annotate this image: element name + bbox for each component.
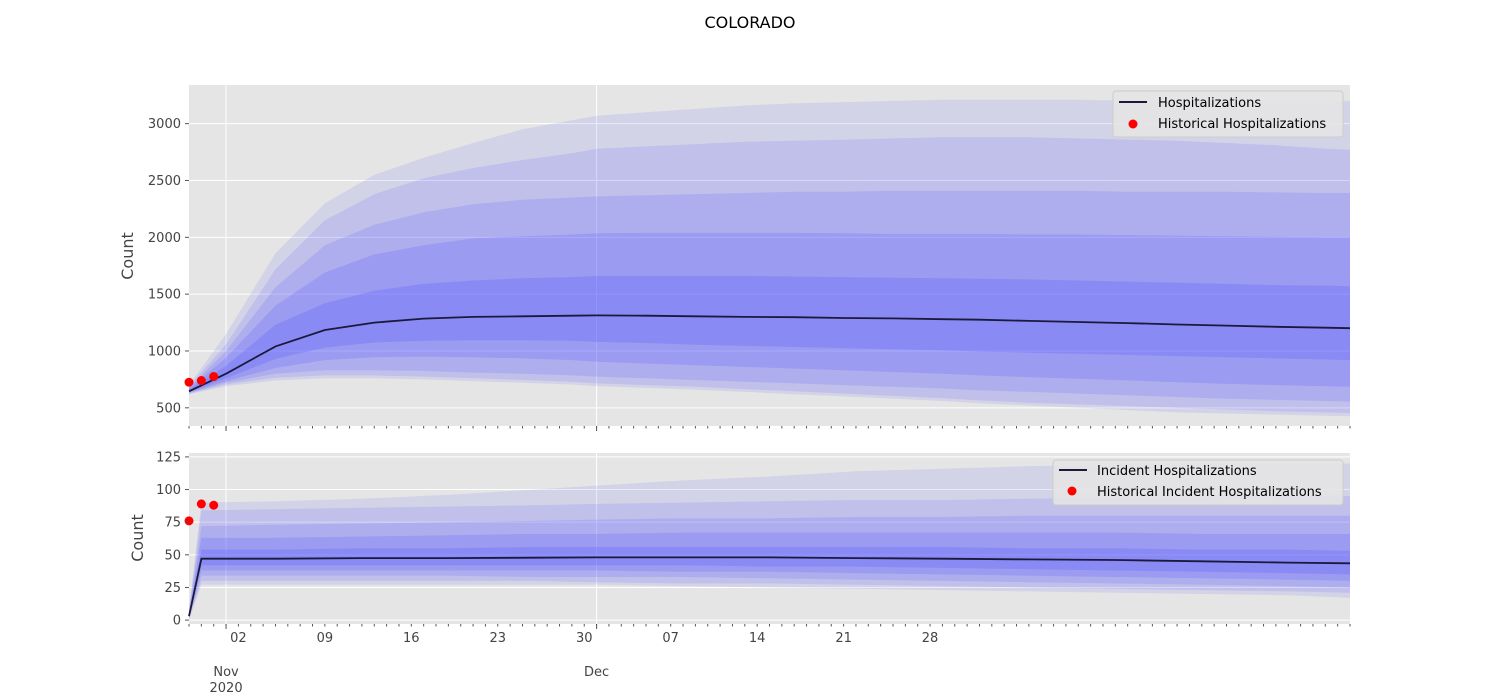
x-tick-label: 09 xyxy=(317,631,334,646)
x-tick-label: 16 xyxy=(403,631,420,646)
y-tick-label: 3000 xyxy=(148,117,181,132)
x-tick-label: 28 xyxy=(922,631,939,646)
y-tick-label: 1000 xyxy=(148,344,181,359)
x-month-label: Dec xyxy=(584,665,609,680)
median-line xyxy=(188,314,1351,393)
history-point xyxy=(184,377,194,387)
incident-hospitalizations-panel: 0 25 50 75 100 125 02 09 16 23 30 07 14 21 28 Nov 2020 De… xyxy=(128,450,1351,696)
legend-box xyxy=(1052,459,1344,506)
x-tick-label: 07 xyxy=(662,631,679,646)
history-point xyxy=(196,376,206,386)
uncertainty-band-1 xyxy=(189,547,1350,618)
figure-title: COLORADO xyxy=(704,13,795,32)
uncertainty-band-2 xyxy=(189,232,1350,393)
x-month-label: Nov 2020 xyxy=(210,665,243,696)
uncertainty-band-1 xyxy=(189,276,1350,392)
legend-point-swatch xyxy=(1128,119,1138,129)
y-axis-label: Count xyxy=(118,232,137,280)
y-tick-label: 2500 xyxy=(148,174,181,189)
history-point xyxy=(196,499,206,509)
x-tick-label: 02 xyxy=(230,631,247,646)
median-line-group xyxy=(188,314,1351,393)
y-tick-label: 100 xyxy=(156,483,181,498)
x-tick-label: 30 xyxy=(576,631,593,646)
legend-label-hospitalizations: Hospitalizations xyxy=(1158,96,1261,111)
history-point xyxy=(209,372,219,382)
y-tick-label: 500 xyxy=(156,401,181,416)
axes: 0 25 50 75 100 125 02 09 16 23 30 07 14 21 28 Nov 2020 De… xyxy=(156,450,1351,696)
uncertainty-band-3 xyxy=(189,190,1350,402)
legend: Hospitalizations Historical Hospitalizat… xyxy=(1112,90,1344,138)
y-tick-label: 75 xyxy=(164,516,181,531)
history-point xyxy=(209,500,219,510)
history-points xyxy=(184,372,219,387)
uncertainty-band-2 xyxy=(189,532,1350,618)
legend-label-incident-hospitalizations: Incident Hospitalizations xyxy=(1097,464,1257,479)
x-tick-label: 14 xyxy=(749,631,766,646)
legend-label-historical-hospitalizations: Historical Hospitalizations xyxy=(1158,117,1326,132)
median-line-group xyxy=(188,556,1351,617)
uncertainty-band-3 xyxy=(189,515,1350,619)
uncertainty-bands xyxy=(189,99,1350,417)
y-tick-label: 25 xyxy=(164,581,181,596)
uncertainty-band-5 xyxy=(189,99,1350,417)
median-line xyxy=(188,556,1351,617)
legend-point-swatch xyxy=(1067,486,1077,496)
y-tick-label: 2000 xyxy=(148,231,181,246)
plot-background xyxy=(189,85,1350,426)
y-tick-label: 50 xyxy=(164,548,181,563)
history-points xyxy=(184,499,219,526)
y-axis-label: Count xyxy=(128,514,147,562)
uncertainty-band-4 xyxy=(189,137,1350,413)
x-tick-label: 23 xyxy=(490,631,507,646)
y-tick-label: 1500 xyxy=(148,288,181,303)
legend: Incident Hospitalizations Historical Inc… xyxy=(1052,459,1344,506)
hospitalizations-panel: 5001000150020002500300002 Count Hospital… xyxy=(118,85,1351,482)
history-point xyxy=(184,516,194,526)
y-tick-label: 0 xyxy=(173,614,181,629)
y-tick-label: 125 xyxy=(156,450,181,465)
x-tick-label: 21 xyxy=(835,631,852,646)
legend-box xyxy=(1112,90,1344,138)
legend-label-historical-incident-hospitalizations: Historical Incident Hospitalizations xyxy=(1097,485,1322,500)
